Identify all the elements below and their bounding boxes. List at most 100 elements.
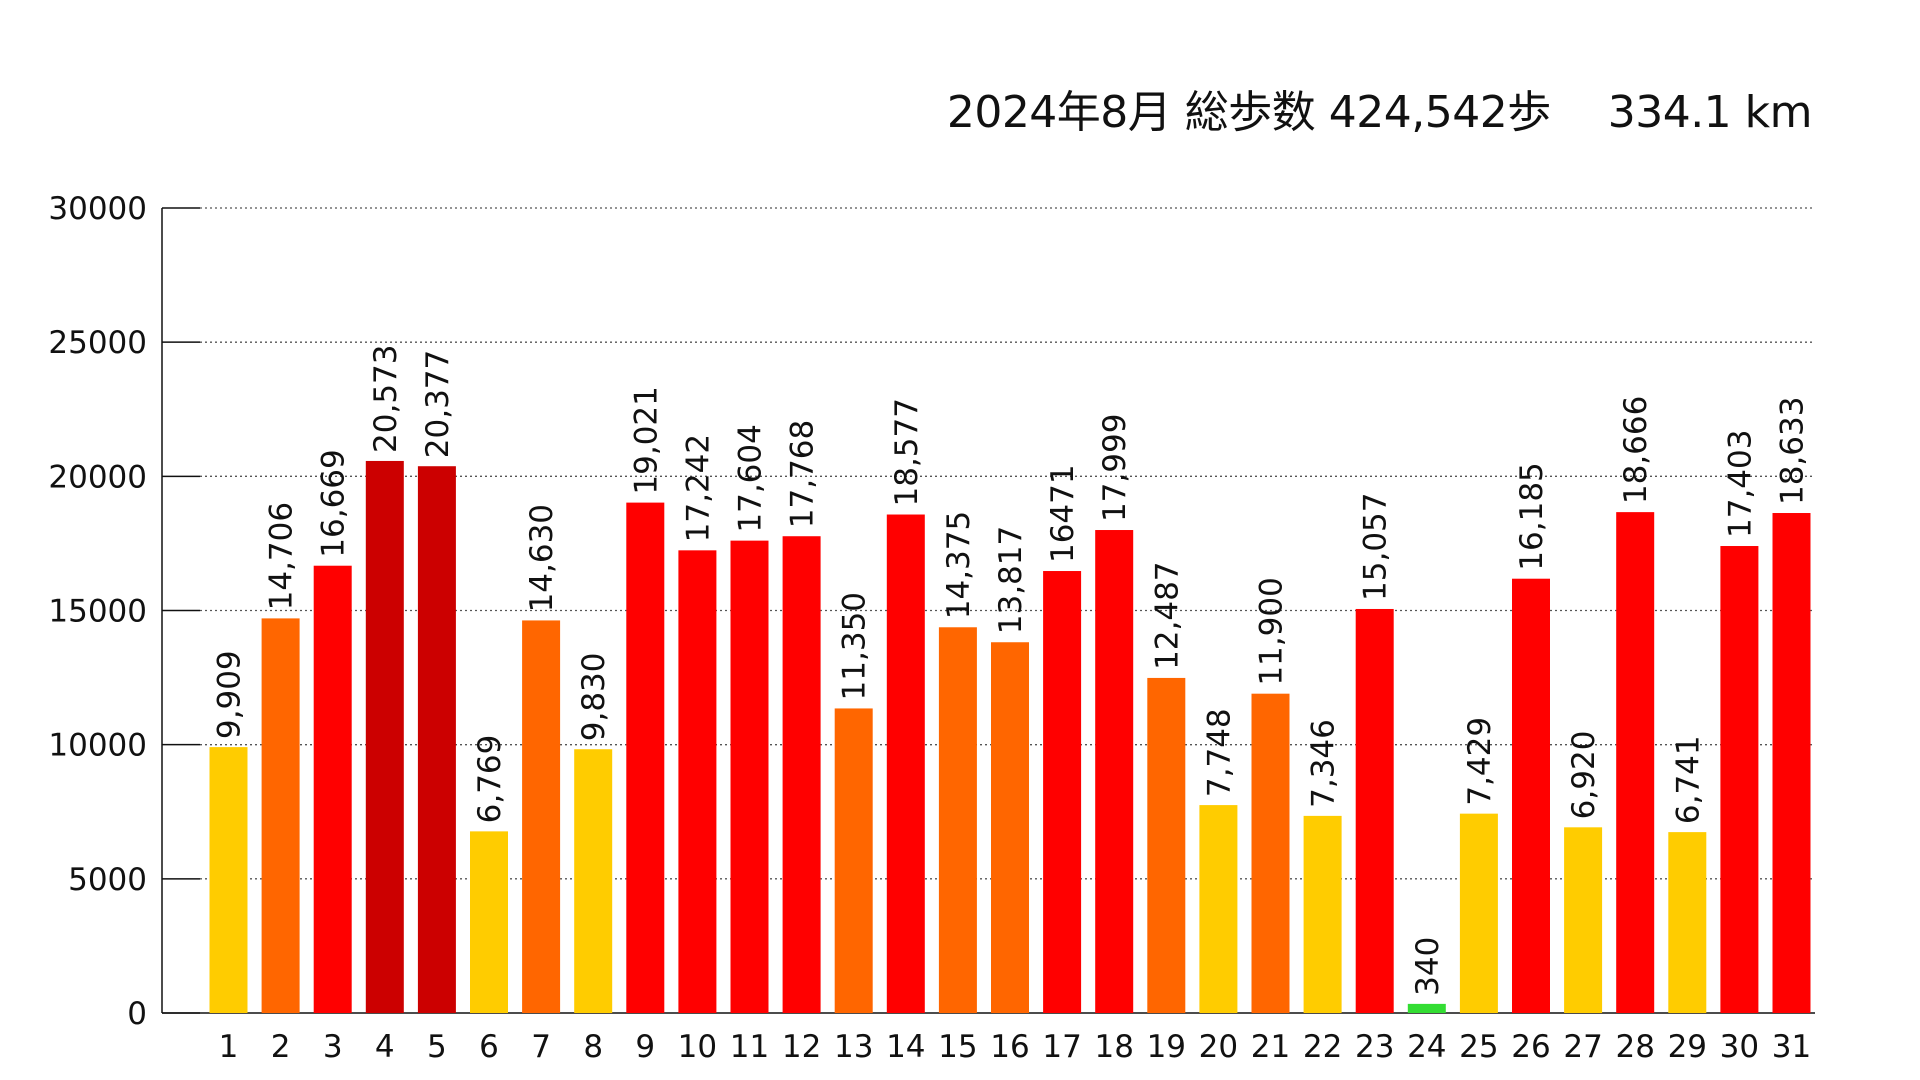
bar-day-31 (1772, 513, 1811, 1013)
data-label-day-14: 18,577 (889, 398, 925, 506)
data-label-day-21: 11,900 (1254, 577, 1290, 685)
bar-day-10 (678, 550, 717, 1013)
data-label-day-2: 14,706 (264, 502, 300, 610)
bar-day-17 (1043, 571, 1082, 1013)
data-label-day-1: 9,909 (212, 650, 248, 739)
data-label-day-4: 20,573 (368, 344, 404, 452)
y-tick-label: 10000 (48, 728, 147, 764)
data-label-day-12: 17,768 (785, 420, 821, 528)
data-label-day-8: 9,830 (576, 652, 612, 741)
bar-day-8 (574, 749, 613, 1013)
bar-day-5 (417, 466, 456, 1013)
bar-day-6 (470, 831, 508, 1013)
x-tick-label: 15 (938, 1029, 977, 1065)
data-label-day-6: 6,769 (472, 735, 508, 824)
bar-day-16 (991, 642, 1029, 1013)
data-label-day-5: 20,377 (420, 350, 456, 458)
x-tick-label: 11 (730, 1029, 769, 1065)
x-tick-label: 20 (1199, 1029, 1238, 1065)
bar-day-18 (1095, 530, 1134, 1013)
y-tick-label: 20000 (48, 459, 147, 495)
x-tick-label: 31 (1772, 1029, 1811, 1065)
bar-day-29 (1668, 832, 1707, 1013)
data-label-day-30: 17,403 (1722, 430, 1758, 538)
data-label-day-28: 18,666 (1618, 396, 1654, 504)
bar-day-7 (522, 620, 561, 1013)
bar-day-24 (1407, 1003, 1446, 1013)
bar-day-19 (1147, 677, 1186, 1013)
x-tick-label: 7 (531, 1029, 551, 1065)
bar-day-23 (1355, 608, 1394, 1013)
x-tick-labels: 1 2 3 4 5 6 7 8 9 10 11 12 13 14 15 16 17 18 19 20 21 22 23 24 2… (219, 1029, 1812, 1065)
bar-day-25 (1459, 813, 1498, 1013)
x-tick-label: 8 (583, 1029, 603, 1065)
y-tick-label: 25000 (48, 325, 147, 361)
x-tick-label: 24 (1407, 1029, 1446, 1065)
x-tick-label: 30 (1720, 1029, 1759, 1065)
y-tick-label: 5000 (68, 862, 147, 898)
x-tick-label: 1 (219, 1029, 239, 1065)
bar-day-2 (261, 618, 300, 1013)
data-label-day-17: 16471 (1045, 464, 1081, 563)
data-label-day-23: 15,057 (1358, 492, 1394, 600)
x-tick-label: 12 (782, 1029, 821, 1065)
data-label-day-16: 13,817 (993, 526, 1029, 634)
x-tick-label: 26 (1511, 1029, 1550, 1065)
data-label-day-10: 17,242 (680, 434, 716, 542)
data-label-day-9: 19,021 (628, 386, 664, 494)
x-tick-label: 23 (1355, 1029, 1394, 1065)
x-tick-label: 22 (1303, 1029, 1342, 1065)
data-label-day-7: 14,630 (524, 504, 560, 612)
bar-day-11 (730, 540, 769, 1013)
x-tick-label: 3 (323, 1029, 343, 1065)
x-tick-label: 13 (834, 1029, 873, 1065)
x-tick-label: 4 (375, 1029, 395, 1065)
bar-day-14 (886, 514, 925, 1013)
y-tick-label: 0 (127, 996, 147, 1032)
x-tick-label: 5 (427, 1029, 447, 1065)
bar-day-12 (782, 536, 821, 1013)
chart-title: 2024年8月 総歩数 424,542歩 334.1 km (946, 87, 1813, 138)
y-tick-labels: 0 5000 10000 15000 20000 25000 30000 (48, 191, 147, 1032)
bar-day-26 (1512, 578, 1550, 1013)
data-label-day-27: 6,920 (1566, 731, 1602, 820)
x-tick-label: 25 (1459, 1029, 1498, 1065)
bar-day-22 (1303, 815, 1342, 1013)
x-tick-label: 10 (678, 1029, 717, 1065)
x-tick-label: 28 (1615, 1029, 1654, 1065)
bar-day-27 (1564, 827, 1603, 1013)
x-tick-label: 19 (1147, 1029, 1186, 1065)
data-label-day-11: 17,604 (733, 424, 769, 532)
bars (209, 460, 1811, 1013)
data-label-day-20: 7,748 (1201, 708, 1237, 797)
x-tick-label: 29 (1668, 1029, 1707, 1065)
bar-day-30 (1720, 546, 1759, 1013)
x-tick-label: 17 (1042, 1029, 1081, 1065)
data-labels: 9,909 14,706 16,669 20,573 20,377 6,769 14,630… (212, 344, 1811, 995)
data-label-day-25: 7,429 (1462, 717, 1498, 806)
x-tick-label: 21 (1251, 1029, 1290, 1065)
x-tick-label: 9 (635, 1029, 655, 1065)
bar-day-13 (834, 708, 873, 1013)
x-tick-label: 18 (1094, 1029, 1133, 1065)
bar-day-4 (365, 460, 404, 1013)
data-label-day-13: 11,350 (837, 592, 873, 700)
data-label-day-18: 17,999 (1097, 414, 1133, 522)
data-label-day-31: 18,633 (1775, 397, 1811, 505)
x-tick-label: 2 (271, 1029, 291, 1065)
bar-day-20 (1199, 805, 1238, 1013)
x-tick-label: 27 (1563, 1029, 1602, 1065)
data-label-day-29: 6,741 (1670, 735, 1706, 824)
x-tick-label: 14 (886, 1029, 925, 1065)
data-label-day-24: 340 (1410, 937, 1446, 996)
bar-day-15 (938, 627, 977, 1013)
bar-day-3 (313, 565, 352, 1013)
data-label-day-19: 12,487 (1149, 561, 1185, 669)
data-label-day-26: 16,185 (1514, 462, 1550, 570)
y-tick-label: 30000 (48, 191, 147, 227)
x-tick-label: 16 (990, 1029, 1029, 1065)
y-tick-label: 15000 (48, 594, 147, 630)
bar-day-21 (1251, 693, 1290, 1013)
bar-day-28 (1616, 512, 1655, 1013)
